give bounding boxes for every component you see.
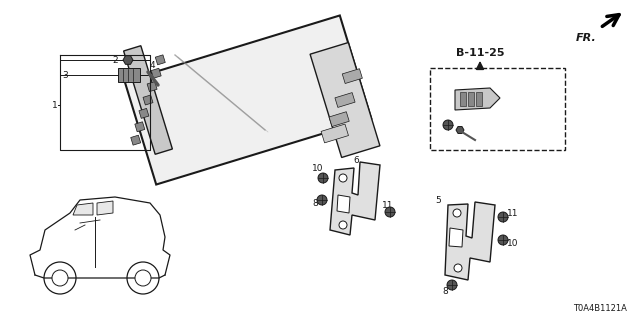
Polygon shape [456, 126, 464, 133]
Polygon shape [156, 55, 165, 65]
Text: 11: 11 [507, 209, 518, 218]
Text: 10: 10 [312, 164, 324, 172]
Text: 2: 2 [113, 55, 118, 65]
Circle shape [443, 120, 453, 130]
Polygon shape [73, 203, 93, 215]
Circle shape [498, 212, 508, 222]
Polygon shape [124, 46, 172, 154]
Text: 10: 10 [507, 238, 518, 247]
Polygon shape [342, 69, 362, 84]
Circle shape [318, 173, 328, 183]
Text: 6: 6 [353, 156, 359, 164]
Circle shape [447, 280, 457, 290]
Polygon shape [143, 95, 153, 105]
Bar [460, 92, 466, 106]
Polygon shape [445, 202, 495, 280]
Polygon shape [131, 135, 141, 145]
Polygon shape [147, 82, 157, 92]
Bar [476, 92, 482, 106]
Polygon shape [139, 108, 149, 118]
Text: 4: 4 [149, 60, 155, 69]
Text: B-11-25: B-11-25 [456, 48, 504, 58]
Text: 8: 8 [442, 287, 448, 297]
Polygon shape [118, 68, 140, 82]
Polygon shape [449, 228, 463, 247]
Text: 11: 11 [382, 201, 394, 210]
Circle shape [454, 264, 462, 272]
Polygon shape [321, 124, 348, 143]
Polygon shape [125, 15, 371, 185]
Text: 5: 5 [435, 196, 441, 204]
Polygon shape [335, 92, 355, 108]
Circle shape [127, 262, 159, 294]
Polygon shape [330, 162, 380, 235]
Polygon shape [310, 43, 380, 157]
Circle shape [385, 207, 395, 217]
Circle shape [317, 195, 327, 205]
Bar [468, 92, 474, 106]
Circle shape [339, 221, 347, 229]
Bar [430, 68, 565, 150]
Circle shape [498, 235, 508, 245]
Circle shape [453, 209, 461, 217]
Text: 3: 3 [62, 70, 68, 79]
Polygon shape [123, 56, 133, 64]
Circle shape [135, 270, 151, 286]
Circle shape [44, 262, 76, 294]
Polygon shape [135, 122, 145, 132]
Polygon shape [337, 195, 350, 213]
Circle shape [52, 270, 68, 286]
Polygon shape [97, 201, 113, 215]
Circle shape [339, 174, 347, 182]
Text: 1: 1 [52, 100, 58, 109]
Polygon shape [151, 68, 161, 78]
Text: FR.: FR. [576, 33, 597, 43]
Text: T0A4B1121A: T0A4B1121A [573, 304, 627, 313]
Polygon shape [455, 88, 500, 110]
Text: 8: 8 [312, 198, 318, 207]
Polygon shape [329, 112, 349, 126]
